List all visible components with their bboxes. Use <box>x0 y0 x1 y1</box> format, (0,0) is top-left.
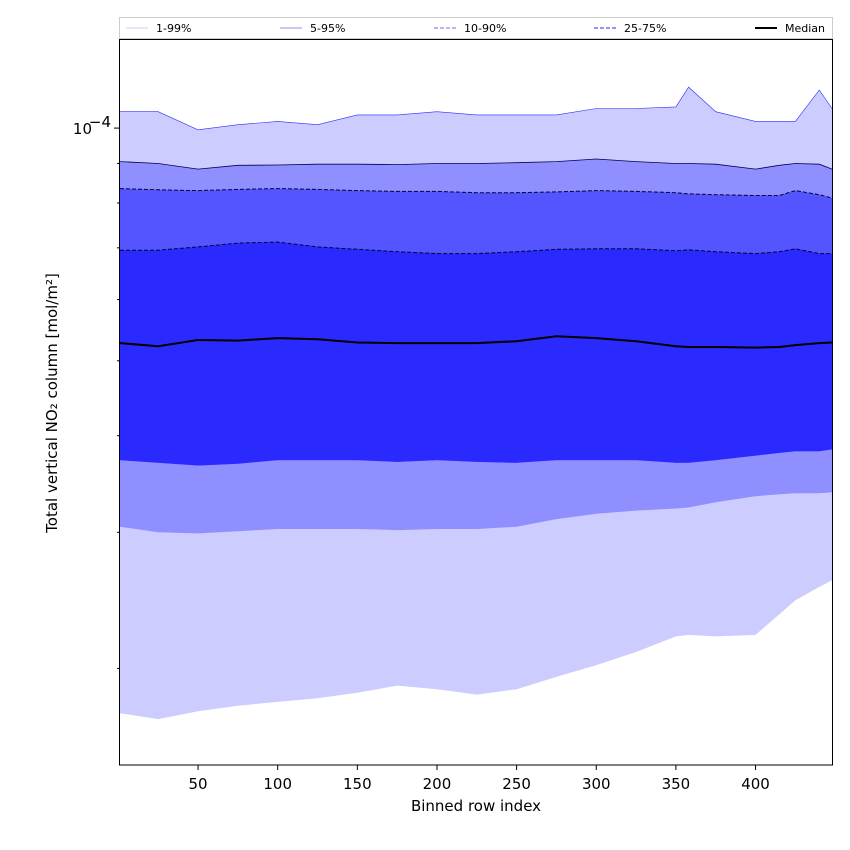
band-25-75 <box>120 242 832 466</box>
y-axis-label: Total vertical NO₂ column [mol/m²] <box>43 273 61 534</box>
legend-label-25-75: 25-75% <box>624 22 666 35</box>
percentile-bands <box>120 87 832 720</box>
y-tick-exponent: −4 <box>89 113 111 131</box>
plot-frame <box>119 39 833 766</box>
band-edge-5-95 <box>119 158 833 170</box>
x-tick-label: 50 <box>189 775 208 793</box>
x-axis-ticks: 50 100 150 200 250 300 350 400 <box>189 765 770 793</box>
y-tick-label: 10 <box>73 120 92 138</box>
band-edge-25-75 <box>120 241 832 255</box>
x-tick-label: 300 <box>582 775 611 793</box>
legend-box <box>119 17 833 39</box>
band-edge-10-90 <box>119 188 833 199</box>
band-edge-1-99 <box>120 86 833 131</box>
x-tick-label: 200 <box>423 775 452 793</box>
legend-label-1-99: 1-99% <box>156 22 191 35</box>
legend-label-median: Median <box>785 22 825 35</box>
y-axis-ticks: 10−4 <box>73 113 120 669</box>
series-lines <box>119 86 833 349</box>
x-tick-label: 400 <box>741 775 770 793</box>
x-tick-label: 100 <box>263 775 292 793</box>
x-tick-label: 150 <box>343 775 372 793</box>
x-tick-label: 350 <box>662 775 691 793</box>
line-median <box>119 335 833 349</box>
legend: 1-99% 5-95% 10-90% 25-75% Median <box>119 17 833 39</box>
x-tick-label: 250 <box>502 775 531 793</box>
legend-label-10-90: 10-90% <box>464 22 506 35</box>
x-axis-label: Binned row index <box>411 797 541 815</box>
legend-label-5-95: 5-95% <box>310 22 345 35</box>
